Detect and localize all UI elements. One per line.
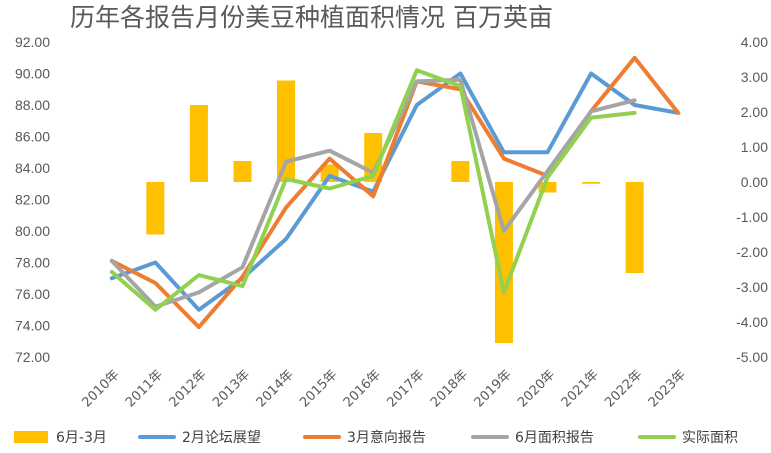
- legend-swatch: [14, 431, 48, 443]
- right-tick-label: -2.00: [736, 244, 768, 260]
- bar: [538, 182, 557, 193]
- legend-label: 6月面积报告: [515, 430, 594, 446]
- left-tick-label: 92.00: [15, 34, 50, 50]
- right-tick-label: -4.00: [736, 314, 768, 330]
- legend-label: 2月论坛展望: [182, 430, 261, 446]
- left-tick-label: 86.00: [15, 129, 50, 145]
- line-series: [109, 55, 681, 330]
- series-line: [109, 68, 637, 312]
- right-tick-label: 0.00: [741, 174, 768, 190]
- right-tick-label: -1.00: [736, 209, 768, 225]
- x-tick-label: 2010年: [79, 367, 122, 410]
- legend-label: 3月意向报告: [347, 429, 426, 446]
- x-tick-label: 2014年: [254, 367, 297, 410]
- left-tick-label: 78.00: [15, 255, 50, 271]
- right-tick-label: 4.00: [741, 34, 768, 50]
- x-tick-label: 2011年: [123, 367, 166, 410]
- bar: [233, 161, 252, 182]
- bar: [189, 105, 208, 182]
- x-tick-label: 2021年: [559, 367, 602, 410]
- left-tick-label: 82.00: [15, 192, 50, 208]
- x-tick-label: 2013年: [210, 367, 253, 410]
- right-axis: -5.00 -4.00 -3.00 -2.00 -1.00 0.00 1.00 2.00 3.0…: [736, 34, 768, 365]
- right-tick-label: 1.00: [741, 139, 768, 155]
- right-tick-label: 3.00: [741, 69, 768, 85]
- chart-title: 历年各报告月份美豆种植面积情况 百万英亩: [70, 3, 553, 32]
- bar: [277, 80, 296, 182]
- x-tick-label: 2018年: [428, 367, 471, 410]
- x-tick-label: 2022年: [602, 367, 645, 410]
- bar: [625, 182, 644, 273]
- left-axis: 72.00 74.00 76.00 78.00 80.00 82.00 84.00 86.00…: [15, 34, 50, 365]
- x-tick-label: 2016年: [341, 367, 384, 410]
- x-tick-label: 2012年: [167, 367, 210, 410]
- right-tick-label: -3.00: [736, 279, 768, 295]
- series-line: [109, 55, 681, 330]
- legend-label: 实际面积: [682, 430, 738, 446]
- legend: 6月-3月 2月论坛展望 3月意向报告 6月面积报告 实际面积: [14, 429, 738, 446]
- right-tick-label: 2.00: [741, 104, 768, 120]
- left-tick-label: 72.00: [15, 349, 50, 365]
- left-tick-label: 90.00: [15, 66, 50, 82]
- left-tick-label: 74.00: [15, 318, 50, 334]
- bar: [451, 161, 470, 182]
- x-axis: 2010年 2011年 2012年 2013年 2014年 2015年 2016年 2017年…: [79, 367, 689, 410]
- x-tick-label: 2023年: [646, 367, 689, 410]
- x-tick-label: 2020年: [515, 367, 558, 410]
- x-tick-label: 2017年: [384, 367, 427, 410]
- left-tick-label: 80.00: [15, 223, 50, 239]
- left-tick-label: 88.00: [15, 97, 50, 113]
- x-tick-label: 2015年: [297, 367, 340, 410]
- series-line: [109, 71, 681, 312]
- left-tick-label: 76.00: [15, 286, 50, 302]
- bar: [582, 182, 601, 184]
- legend-label: 6月-3月: [56, 430, 107, 446]
- bar: [146, 182, 165, 235]
- right-tick-label: -5.00: [736, 349, 768, 365]
- x-tick-label: 2019年: [472, 367, 515, 410]
- left-tick-label: 84.00: [15, 160, 50, 176]
